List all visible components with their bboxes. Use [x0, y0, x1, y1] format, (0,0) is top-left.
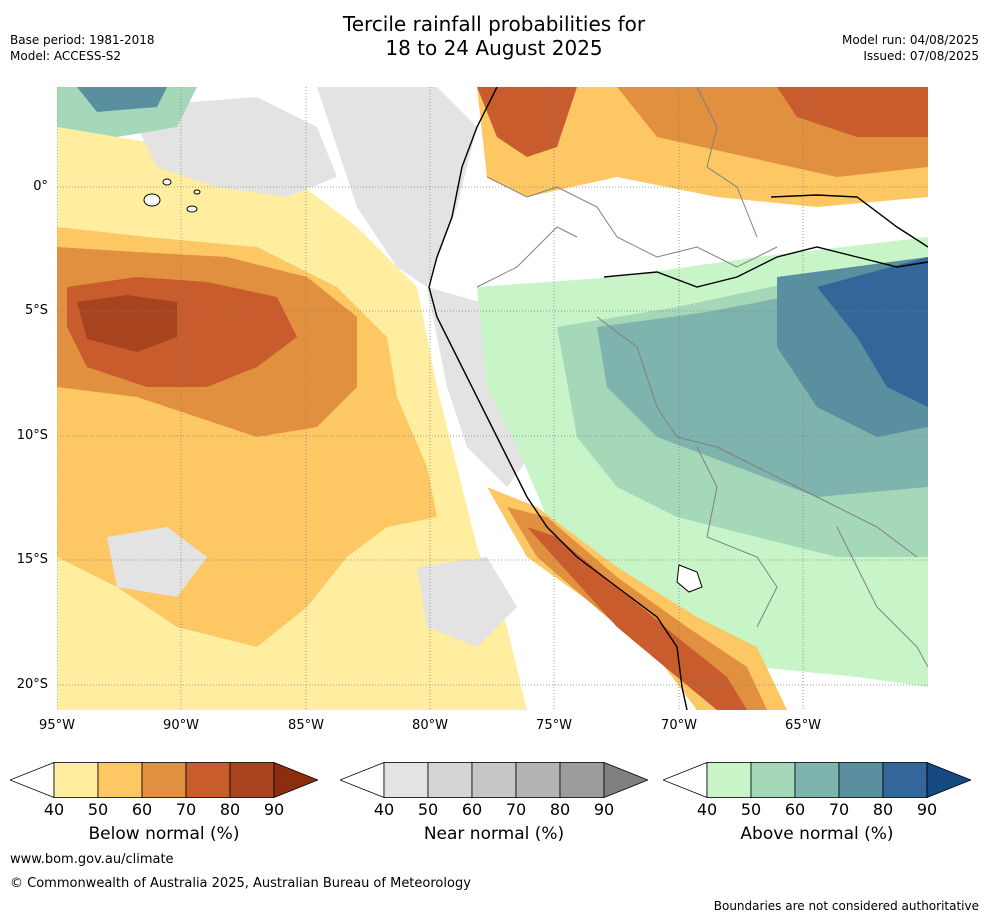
lat-label-15s: 15°S	[16, 552, 48, 567]
footer-url[interactable]: www.bom.gov.au/climate	[10, 852, 174, 867]
near-normal-segment-3	[471, 762, 517, 798]
near-normal-segment-2	[427, 762, 473, 798]
below-normal-colorbar-title: Below normal (%)	[88, 824, 240, 844]
lon-label-90w: 90°W	[163, 718, 199, 733]
below-normal-tick-label: 90	[263, 800, 285, 819]
below-normal-andes-south-80	[527, 527, 747, 710]
above-normal-colorbar-title: Above normal (%)	[740, 824, 894, 844]
above-normal-lower-extend	[663, 762, 708, 798]
title-line-1: Tercile rainfall probabilities for	[342, 12, 646, 36]
below-normal-tick-label: 70	[175, 800, 197, 819]
model-run: Model run: 04/08/2025	[841, 33, 979, 47]
near-normal-upper-extend	[603, 762, 648, 798]
below-normal-lower-extend	[10, 762, 55, 798]
near-normal-segment-4	[515, 762, 561, 798]
below-normal-tick-label: 80	[219, 800, 241, 819]
meta-left: Base period: 1981-2018 Model: ACCESS-S2	[10, 32, 155, 64]
near-normal-patch-4	[107, 527, 207, 597]
lon-label-70w: 70°W	[661, 718, 697, 733]
below-normal-segment-4	[185, 762, 231, 798]
near-normal-tick-label: 70	[505, 800, 527, 819]
lat-label-20s: 20°S	[16, 677, 48, 692]
lake-titicaca	[676, 564, 703, 593]
model-name: Model: ACCESS-S2	[10, 49, 122, 63]
below-normal-tick-label: 50	[87, 800, 109, 819]
lon-label-95w: 95°W	[39, 718, 75, 733]
below-normal-tick-label: 60	[131, 800, 153, 819]
lat-label-5s: 5°S	[24, 303, 48, 318]
above-normal-tick-label: 80	[872, 800, 894, 819]
near-normal-lower-extend	[340, 762, 385, 798]
near-normal-segment-1	[383, 762, 429, 798]
above-normal-tick-label: 60	[784, 800, 806, 819]
map-title: Tercile rainfall probabilities for 18 to…	[0, 12, 988, 60]
below-normal-upper-extend	[273, 762, 318, 798]
issued-date: Issued: 07/08/2025	[863, 49, 979, 63]
lon-label-85w: 85°W	[288, 718, 324, 733]
lon-label-65w: 65°W	[785, 718, 821, 733]
above-normal-segment-2	[750, 762, 796, 798]
above-normal-tick-label: 70	[828, 800, 850, 819]
base-period: Base period: 1981-2018	[10, 33, 155, 47]
lat-label-0: 0°	[33, 179, 48, 194]
above-normal-tick-label: 90	[916, 800, 938, 819]
near-normal-colorbar	[340, 762, 648, 798]
below-normal-segment-1	[53, 762, 99, 798]
near-normal-segment-5	[559, 762, 605, 798]
below-normal-north-80	[777, 87, 928, 137]
above-normal-90-land	[817, 257, 928, 407]
footer-copyright: © Commonwealth of Australia 2025, Austra…	[10, 876, 471, 891]
above-normal-segment-5	[882, 762, 928, 798]
graticule	[57, 87, 928, 710]
below-normal-colorbar	[10, 762, 318, 798]
footer-disclaimer: Boundaries are not considered authoritat…	[713, 899, 979, 913]
below-normal-segment-5	[229, 762, 275, 798]
above-normal-tick-label: 50	[740, 800, 762, 819]
near-normal-tick-label: 60	[461, 800, 483, 819]
below-normal-segment-2	[97, 762, 143, 798]
near-normal-tick-label: 90	[593, 800, 615, 819]
lat-label-10s: 10°S	[16, 428, 48, 443]
near-normal-tick-label: 80	[549, 800, 571, 819]
near-normal-tick-label: 40	[373, 800, 395, 819]
rainfall-probability-map	[57, 87, 928, 710]
above-normal-top-left-dark	[77, 87, 167, 112]
galapagos-islands	[143, 178, 201, 213]
above-normal-tick-label: 40	[696, 800, 718, 819]
below-normal-90-ocean	[77, 295, 177, 352]
below-normal-segment-3	[141, 762, 187, 798]
lon-label-75w: 75°W	[536, 718, 572, 733]
above-normal-segment-3	[794, 762, 840, 798]
above-normal-segment-4	[838, 762, 884, 798]
above-normal-colorbar	[663, 762, 971, 798]
lon-label-80w: 80°W	[412, 718, 448, 733]
title-line-2: 18 to 24 August 2025	[385, 36, 603, 60]
above-normal-upper-extend	[926, 762, 971, 798]
country-borders	[476, 87, 928, 668]
near-normal-patch-5	[417, 557, 517, 647]
below-normal-tick-label: 40	[43, 800, 65, 819]
near-normal-patch-3	[427, 287, 537, 487]
meta-right: Model run: 04/08/2025 Issued: 07/08/2025	[842, 32, 979, 64]
near-normal-tick-label: 50	[417, 800, 439, 819]
below-normal-andes-north	[477, 87, 577, 157]
above-normal-segment-1	[706, 762, 752, 798]
near-normal-colorbar-title: Near normal (%)	[423, 824, 565, 844]
coastline	[428, 87, 928, 710]
